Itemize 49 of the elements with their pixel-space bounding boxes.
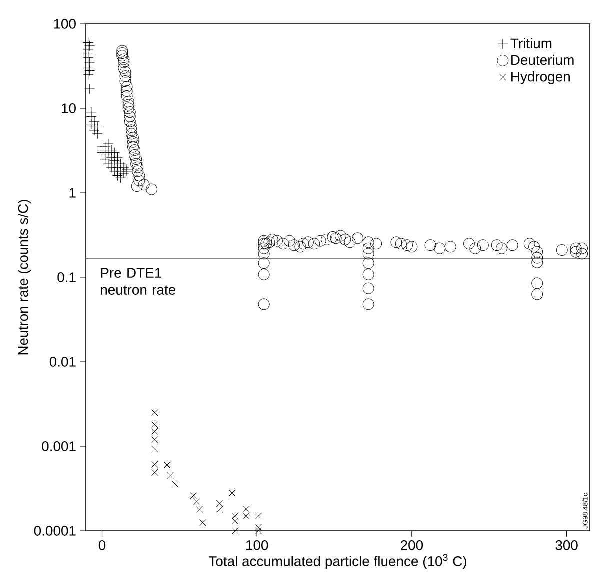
- legend-label: Deuterium: [512, 54, 574, 66]
- y-tick-label: 0.0001: [34, 526, 76, 536]
- x-axis-title: Total accumulated particle fluence (10$^{3}$ C): [208, 554, 466, 570]
- point: [84, 40, 96, 52]
- point: [83, 70, 94, 80]
- point: [151, 428, 158, 436]
- point: [255, 528, 262, 534]
- point: [216, 506, 224, 513]
- y-tick-label: 10: [62, 104, 76, 114]
- point: [232, 518, 239, 525]
- legend-label: Pre DTE1 neutron rate: [101, 268, 176, 295]
- point: [242, 512, 250, 520]
- point: [199, 519, 206, 526]
- point: [151, 409, 158, 416]
- point: [190, 492, 198, 500]
- legend-label: Hydrogen: [512, 71, 570, 84]
- point: [242, 506, 250, 513]
- y-axis-title: Neutron rate (counts s/C): [18, 200, 31, 355]
- point: [164, 462, 171, 469]
- point: [151, 469, 158, 476]
- point: [232, 528, 239, 534]
- x-tick-label: 0: [98, 540, 106, 550]
- point: [196, 506, 204, 513]
- point: [84, 65, 96, 76]
- point: [84, 84, 96, 94]
- y-tick-label: 0.01: [50, 357, 76, 367]
- x-tick-label: 100: [246, 540, 268, 550]
- point: [83, 52, 94, 63]
- point: [151, 436, 158, 444]
- point: [172, 480, 178, 488]
- y-tick-label: 0.001: [42, 442, 76, 452]
- x-tick-label: 200: [401, 540, 424, 550]
- point: [216, 500, 224, 508]
- point: [255, 512, 262, 520]
- y-tick-label: 1: [70, 188, 76, 198]
- y-tick-label: 0.1: [58, 272, 76, 282]
- point: [151, 446, 158, 453]
- y-tick-label: 100: [54, 19, 76, 29]
- point: [92, 128, 103, 140]
- point: [228, 490, 236, 497]
- point: [166, 472, 174, 480]
- x-tick-label: 300: [556, 540, 578, 550]
- point: [151, 422, 158, 428]
- legend-label: Tritium: [510, 38, 552, 49]
- point: [84, 57, 96, 68]
- point: [232, 512, 239, 520]
- point: [151, 461, 158, 468]
- point: [193, 498, 200, 506]
- point: [255, 524, 262, 531]
